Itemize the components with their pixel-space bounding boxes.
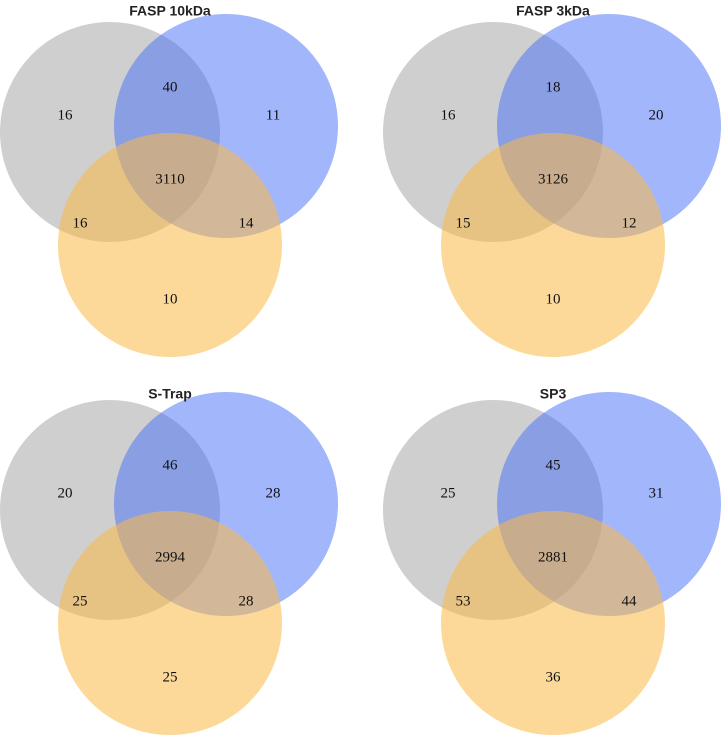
panel-title: FASP 3kDa — [516, 3, 590, 19]
panel-title: S-Trap — [148, 386, 192, 402]
region-count: 3126 — [538, 171, 569, 187]
set-circle — [441, 511, 665, 735]
venn-panel: S-Trap 20 46 28 2994 25 28 25 — [0, 386, 338, 735]
region-count: 2881 — [538, 549, 568, 565]
region-count: 25 — [73, 593, 88, 609]
region-count: 12 — [622, 215, 637, 231]
region-count: 44 — [622, 593, 638, 609]
region-count: 2994 — [155, 549, 186, 565]
set-circle — [58, 133, 282, 357]
venn-panel: FASP 10kDa 16 40 11 3110 16 14 10 — [0, 3, 338, 357]
region-count: 40 — [163, 79, 178, 95]
region-count: 10 — [546, 291, 561, 307]
panel-title: SP3 — [540, 386, 567, 402]
region-count: 46 — [163, 457, 179, 473]
region-count: 15 — [456, 215, 471, 231]
region-count: 28 — [266, 485, 281, 501]
region-count: 11 — [266, 107, 280, 123]
region-count: 16 — [73, 215, 89, 231]
region-count: 14 — [239, 215, 255, 231]
region-count: 25 — [163, 669, 178, 685]
set-circle — [441, 133, 665, 357]
venn-panel: SP3 25 45 31 2881 53 44 36 — [383, 386, 721, 735]
region-count: 53 — [456, 593, 471, 609]
region-count: 16 — [441, 107, 457, 123]
set-circle — [58, 511, 282, 735]
panel-title: FASP 10kDa — [129, 3, 211, 19]
region-count: 31 — [649, 485, 664, 501]
region-count: 25 — [441, 485, 456, 501]
region-count: 45 — [546, 457, 561, 473]
region-count: 3110 — [155, 171, 184, 187]
region-count: 16 — [58, 107, 74, 123]
venn-panel: FASP 3kDa 16 18 20 3126 15 12 10 — [383, 3, 721, 357]
region-count: 20 — [649, 107, 664, 123]
region-count: 10 — [163, 291, 178, 307]
region-count: 28 — [239, 593, 254, 609]
region-count: 36 — [546, 669, 562, 685]
region-count: 18 — [546, 79, 561, 95]
region-count: 20 — [58, 485, 73, 501]
